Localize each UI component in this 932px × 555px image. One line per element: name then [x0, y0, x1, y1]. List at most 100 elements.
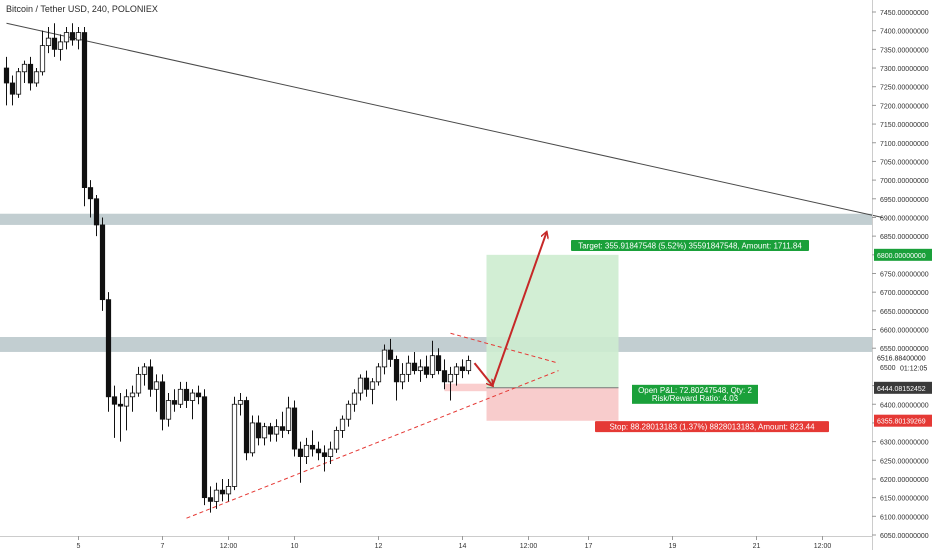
- y-tick-label: 6150.00000000: [880, 496, 929, 503]
- y-tick-label: 6700.00000000: [880, 290, 929, 297]
- candle: [21, 60, 28, 83]
- candle-body: [429, 355, 436, 375]
- candle: [69, 23, 76, 46]
- current-price-tag-text: 6516.88400000: [877, 356, 926, 363]
- candle-body: [183, 388, 190, 401]
- price-tags: 6800.00000000 6516.88400000 01:12:05 6500 64…: [874, 248, 932, 427]
- candle: [381, 344, 388, 375]
- candle-body: [393, 359, 400, 383]
- candle: [51, 23, 58, 57]
- candle: [333, 426, 340, 453]
- drawn-lines: [6, 22, 883, 519]
- labels: Target: 355.91847548 (5.52%) 35591847548…: [571, 239, 829, 433]
- y-tick-label: 7350.00000000: [880, 47, 929, 54]
- candle: [417, 359, 424, 382]
- candle: [93, 195, 100, 237]
- candles: [3, 23, 472, 513]
- candle-body: [285, 407, 292, 431]
- candle-body: [3, 67, 10, 84]
- candle-body: [387, 349, 394, 360]
- y-tick-label: 6550.00000000: [880, 346, 929, 353]
- y-tick-label: 6750.00000000: [880, 272, 929, 279]
- candle: [3, 56, 10, 106]
- candle: [207, 486, 214, 513]
- candle-body: [33, 71, 40, 84]
- candle-body: [447, 373, 454, 383]
- candle: [465, 355, 472, 375]
- resistance-zone: [0, 337, 872, 352]
- x-tick-label: 19: [669, 543, 677, 550]
- y-tick-label: 6900.00000000: [880, 215, 929, 222]
- candle: [87, 180, 94, 218]
- y-tick-label: 7000.00000000: [880, 178, 929, 185]
- stop-zone: [486, 387, 619, 421]
- candle-body: [27, 63, 34, 84]
- resistance-zone: [0, 213, 872, 225]
- candle: [345, 400, 352, 427]
- candle: [201, 389, 208, 506]
- candle: [135, 366, 142, 397]
- candle: [369, 378, 376, 405]
- x-tick-label: 5: [77, 543, 81, 550]
- candle-body: [171, 400, 178, 405]
- candle: [57, 34, 64, 61]
- candle-body: [273, 426, 280, 435]
- target-tag-text: 6800.00000000: [877, 253, 926, 260]
- candle: [303, 437, 310, 465]
- candle-body: [255, 422, 262, 439]
- candle-body: [423, 366, 430, 375]
- candle-body: [453, 366, 460, 375]
- x-tick-label: 12:00: [814, 543, 832, 550]
- candle: [99, 217, 106, 311]
- open-pl-bg: [632, 384, 758, 404]
- arrows: [473, 232, 547, 385]
- candle-body: [315, 448, 322, 454]
- candle-body: [465, 360, 472, 372]
- candle-body: [123, 396, 130, 407]
- candle-body: [51, 37, 58, 50]
- candle-body: [303, 444, 310, 457]
- y-tick-label: 6100.00000000: [880, 514, 929, 521]
- candle-body: [375, 366, 382, 383]
- candle: [159, 374, 166, 431]
- candle: [141, 363, 148, 386]
- candle-body: [231, 403, 238, 487]
- candle: [453, 363, 460, 386]
- candle: [327, 441, 334, 465]
- arrow: [473, 362, 493, 385]
- candle-body: [69, 32, 76, 41]
- candle: [225, 478, 232, 502]
- stop-label-bg: [595, 421, 829, 433]
- x-tick-label: 21: [753, 543, 761, 550]
- candle-body: [87, 187, 94, 200]
- candle-body: [195, 392, 202, 398]
- x-tick-label: 7: [161, 543, 165, 550]
- candle-body: [333, 429, 340, 450]
- candle: [39, 30, 46, 76]
- x-tick-label: 12: [375, 543, 383, 550]
- candle-body: [363, 377, 370, 390]
- candle: [219, 478, 226, 502]
- candle-body: [459, 366, 466, 372]
- candle: [315, 441, 322, 461]
- candle: [183, 381, 190, 408]
- candle-body: [261, 426, 268, 439]
- candle-body: [177, 388, 184, 405]
- candle: [177, 381, 184, 408]
- candle-body: [159, 381, 166, 420]
- y-tick-label: 6300.00000000: [880, 440, 929, 447]
- y-tick-label: 6400.00000000: [880, 402, 929, 409]
- candle-body: [309, 444, 316, 450]
- y-tick-label: 7050.00000000: [880, 159, 929, 166]
- candle-body: [267, 426, 274, 435]
- candle: [279, 411, 286, 438]
- stop-tag-bg: [874, 414, 932, 427]
- candle-body: [243, 400, 250, 454]
- candle: [459, 359, 466, 379]
- candle-body: [435, 355, 442, 372]
- x-tick-label: 10: [291, 543, 299, 550]
- candle: [63, 26, 70, 50]
- y-tick-label: 6250.00000000: [880, 458, 929, 465]
